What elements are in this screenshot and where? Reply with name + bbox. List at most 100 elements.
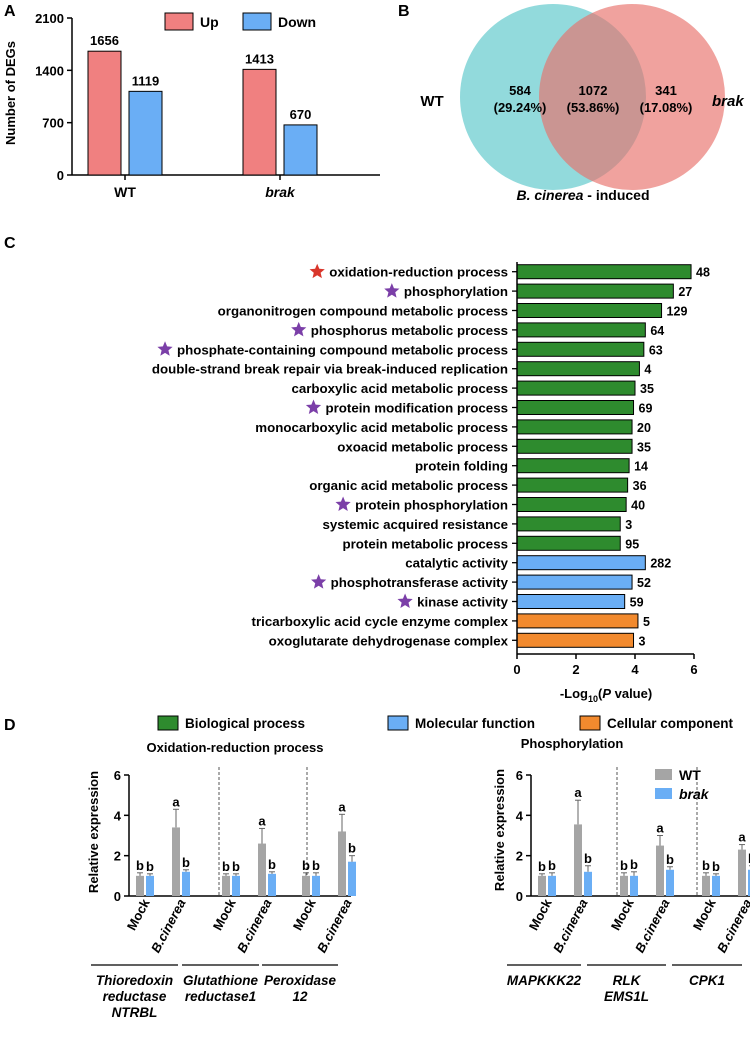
deg-bar-value-label: 1413 <box>245 51 274 66</box>
go-term-label: tricarboxylic acid cycle enzyme complex <box>252 614 509 629</box>
expr-condition-label: Mock <box>608 896 637 933</box>
go-bar <box>516 283 674 299</box>
go-term-label: oxoacid metabolic process <box>337 439 508 454</box>
d2-y-axis-label: Relative expression <box>492 769 507 891</box>
deg-y-axis-label: Number of DEGs <box>3 41 18 145</box>
go-term-label: kinase activity <box>417 595 509 610</box>
go-bar <box>516 400 635 415</box>
go-bar <box>516 303 663 318</box>
go-bar <box>516 632 635 648</box>
go-bar <box>516 361 640 377</box>
expr-legend-label: brak <box>679 786 710 802</box>
venn-overlap-pct: (53.86%) <box>567 100 620 115</box>
expr-condition-label: B.cinerea <box>550 896 591 955</box>
expr-bar-wt <box>574 824 582 896</box>
expr-gene-name: RLK <box>613 973 642 988</box>
go-term-label: oxoglutarate dehydrogenase complex <box>269 633 509 648</box>
go-star-red <box>309 263 325 279</box>
expr-significance-letter: b <box>146 859 154 874</box>
go-gene-count: 95 <box>625 537 639 551</box>
expr-condition-label: Mock <box>526 896 555 933</box>
go-bar <box>516 341 645 357</box>
expr-y-tick-label: 4 <box>114 808 122 823</box>
venn-caption-rest: - induced <box>583 187 649 203</box>
go-term-label: systemic acquired resistance <box>322 517 508 532</box>
go-enrichment-chart: oxidation-reduction process 48 phosphoryla… <box>152 262 734 731</box>
go-gene-count: 48 <box>696 266 710 280</box>
expr-bar-wt <box>172 827 180 896</box>
expr-condition-label: Mock <box>290 896 319 933</box>
go-term-label: carboxylic acid metabolic process <box>291 381 508 396</box>
venn-caption: B. cinerea - induced <box>516 187 649 203</box>
go-gene-count: 14 <box>634 460 648 474</box>
go-term-label: phosphotransferase activity <box>331 575 509 590</box>
deg-bar-value-label: 670 <box>290 107 312 122</box>
go-gene-count: 4 <box>644 363 651 377</box>
expr-bar-brak <box>712 875 720 896</box>
expr-gene-name: reductase1 <box>185 989 256 1004</box>
expr-significance-letter: b <box>538 859 546 874</box>
expr-bar-wt <box>136 875 144 896</box>
go-term-label: catalytic activity <box>405 556 508 571</box>
go-xlabel-post: value) <box>611 686 652 701</box>
go-x-tick-label: 0 <box>513 662 520 677</box>
expr-bar-wt <box>620 875 628 896</box>
expr-y-tick-label: 2 <box>516 849 523 864</box>
expr-gene-name: Peroxidase <box>264 973 337 988</box>
expr-significance-letter: b <box>666 852 674 867</box>
expr-y-tick-label: 2 <box>114 849 121 864</box>
go-gene-count: 3 <box>639 634 646 648</box>
venn-overlap-count: 1072 <box>579 83 608 98</box>
expr-bar-brak <box>748 869 750 896</box>
expr-condition-label: Mock <box>690 896 719 933</box>
expr-legend-swatch <box>655 788 672 799</box>
go-gene-count: 129 <box>667 305 688 319</box>
go-xlabel-italic: P <box>602 686 611 701</box>
expr-bar-brak <box>630 875 638 896</box>
expr-condition-label: B.cinerea <box>234 896 275 955</box>
go-bar <box>516 322 646 338</box>
expr-gene-name: EMS1L <box>604 989 649 1004</box>
go-gene-count: 35 <box>637 440 651 454</box>
expr-significance-letter: a <box>574 785 582 800</box>
expr-bar-wt <box>738 849 746 896</box>
deg-y-tick-label: 700 <box>42 116 64 131</box>
expr-condition-label: B.cinerea <box>632 896 673 955</box>
expr-bar-brak <box>268 873 276 896</box>
expr-condition-label: B.cinerea <box>314 896 355 955</box>
expr-gene-name: reductase <box>103 989 167 1004</box>
expr-bar-brak <box>312 875 320 896</box>
go-gene-count: 35 <box>640 382 654 396</box>
go-bar <box>516 458 630 474</box>
deg-legend-label: Down <box>278 14 316 30</box>
deg-legend-swatch <box>242 12 272 31</box>
deg-bar-value-label: 1119 <box>132 73 160 88</box>
expr-significance-letter: a <box>738 830 746 845</box>
go-legend-label: Molecular function <box>415 716 535 731</box>
expr-bar-wt <box>302 875 310 896</box>
venn-brak-only-pct: (17.08%) <box>640 100 693 115</box>
expr-bar-wt <box>538 875 546 896</box>
deg-bar-up <box>242 68 277 176</box>
go-term-label: protein phosphorylation <box>355 498 508 513</box>
venn-wt-only-count: 584 <box>509 83 531 98</box>
panel-label-d: D <box>4 717 16 734</box>
go-xlabel-open: ( <box>598 686 603 701</box>
expr-significance-letter: b <box>222 859 230 874</box>
deg-bar-up <box>87 50 122 176</box>
expr-bar-brak <box>348 861 356 896</box>
go-gene-count: 69 <box>639 402 653 416</box>
go-term-label: organic acid metabolic process <box>309 478 508 493</box>
expr-significance-letter: b <box>268 857 276 872</box>
venn-wt-only-pct: (29.24%) <box>494 100 547 115</box>
d2-title: Phosphorylation <box>521 736 624 751</box>
expr-significance-letter: b <box>348 841 356 856</box>
deg-bar-chart: Number of DEGs 0 700 1400 2100 WT 1656 1119 bra… <box>3 11 380 200</box>
go-gene-count: 5 <box>643 615 650 629</box>
go-x-tick-label: 4 <box>631 662 639 677</box>
expr-significance-letter: b <box>548 858 556 873</box>
go-bar <box>516 535 621 551</box>
go-term-label: phosphorylation <box>404 284 508 299</box>
go-xlabel-pre: -Log <box>560 686 588 701</box>
